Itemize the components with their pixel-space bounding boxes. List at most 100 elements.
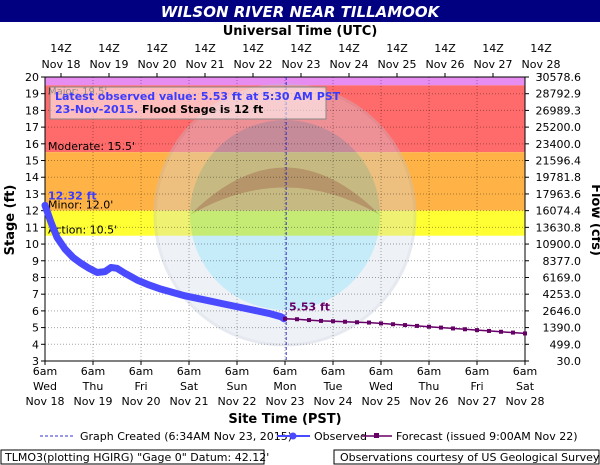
watermark-bird [190, 167, 380, 215]
flow-tick-label-9: 16074.4 [536, 205, 582, 218]
forecast-start-label: 5.53 ft [289, 301, 330, 314]
forecast-point-15 [463, 327, 467, 332]
x-tick-label-date-2: Nov 20 [122, 395, 161, 408]
flow-tick-label-14: 25200.0 [536, 121, 582, 134]
flow-tick-label-16: 28792.9 [536, 88, 582, 101]
forecast-point-17 [487, 328, 491, 333]
observed-peak-label: 12.32 ft [48, 189, 97, 202]
top-tick-time-9: 14Z [482, 42, 504, 55]
x-tick-label-date-4: Nov 22 [218, 395, 257, 408]
legend-forecast-marker [374, 433, 379, 438]
x-tick-label-time-7: 6am [369, 365, 393, 378]
forecast-point-13 [439, 325, 443, 330]
y-tick-label-11: 14 [25, 171, 39, 184]
x-tick-label-day-4: Sun [227, 380, 248, 393]
x-tick-label-time-3: 6am [177, 365, 201, 378]
forecast-point-7 [367, 320, 371, 325]
flow-tick-label-6: 8377.0 [543, 255, 582, 268]
forecast-point-10 [403, 323, 407, 328]
forecast-point-6 [355, 320, 359, 325]
observed-point-19 [218, 300, 224, 307]
flow-tick-label-3: 2646.0 [543, 305, 582, 318]
x-tick-label-day-6: Tue [323, 380, 343, 393]
x-tick-label-day-7: Wed [369, 380, 393, 393]
y-tick-label-6: 9 [32, 255, 39, 268]
legend-created-label: Graph Created (6:34AM Nov 23, 2015) [80, 430, 292, 443]
observed-point-9 [108, 264, 114, 271]
forecast-point-11 [415, 323, 419, 328]
observed-point-5 [78, 260, 84, 267]
y-tick-label-8: 11 [25, 221, 39, 234]
forecast-point-19 [511, 330, 515, 335]
chart-title: WILSON RIVER NEAR TILLAMOOK [161, 3, 441, 21]
flow-tick-label-10: 17963.6 [536, 188, 582, 201]
top-tick-date-1: Nov 19 [90, 58, 129, 71]
x-tick-label-time-10: 6am [513, 365, 537, 378]
x-tick-label-day-1: Thu [82, 380, 104, 393]
observed-point-23 [266, 310, 272, 317]
observed-point-2 [54, 234, 60, 241]
top-tick-time-1: 14Z [98, 42, 120, 55]
x-tick-label-day-0: Wed [33, 380, 57, 393]
threshold-label-2: Action: 10.5' [48, 224, 117, 237]
top-tick-time-4: 14Z [242, 42, 264, 55]
observed-point-6 [86, 265, 92, 272]
top-tick-time-7: 14Z [386, 42, 408, 55]
x-tick-label-date-9: Nov 27 [458, 395, 497, 408]
flow-tick-label-0: 30.0 [557, 355, 582, 368]
top-axis-title: Universal Time (UTC) [223, 24, 378, 39]
x-tick-label-day-2: Fri [134, 380, 147, 393]
observed-point-14 [158, 286, 164, 293]
top-tick-time-0: 14Z [50, 42, 72, 55]
x-tick-label-date-0: Nov 18 [26, 395, 65, 408]
y-tick-label-7: 10 [25, 238, 39, 251]
title-bar [0, 0, 600, 22]
x-tick-label-day-9: Fri [470, 380, 483, 393]
observed-point-10 [114, 265, 120, 272]
flow-tick-label-17: 30578.6 [536, 71, 582, 84]
y-tick-label-1: 4 [32, 338, 39, 351]
observed-point-16 [182, 292, 188, 299]
observed-point-22 [254, 307, 260, 314]
top-tick-date-6: Nov 24 [330, 58, 369, 71]
observed-point-12 [134, 276, 140, 283]
x-tick-label-date-10: Nov 28 [506, 395, 545, 408]
forecast-point-8 [379, 321, 383, 326]
top-tick-date-5: Nov 23 [282, 58, 321, 71]
x-tick-label-time-5: 6am [273, 365, 297, 378]
y-tick-label-15: 18 [25, 104, 39, 117]
observed-point-8 [102, 268, 108, 275]
y-tick-label-3: 6 [32, 305, 39, 318]
observed-point-15 [170, 289, 176, 296]
y-tick-label-16: 19 [25, 88, 39, 101]
x-tick-label-date-7: Nov 25 [362, 395, 401, 408]
info-date: 23-Nov-2015. [55, 103, 138, 116]
y-tick-label-13: 16 [25, 138, 39, 151]
x-tick-label-day-8: Thu [418, 380, 440, 393]
y-tick-label-4: 7 [32, 288, 39, 301]
forecast-point-3 [319, 318, 323, 323]
flow-tick-label-4: 4253.0 [543, 288, 582, 301]
flow-tick-label-2: 1390.0 [543, 322, 582, 335]
x-tick-label-date-5: Nov 23 [266, 395, 305, 408]
legend-observed-label: Observed [314, 430, 367, 443]
top-tick-date-10: Nov 28 [522, 58, 561, 71]
top-tick-date-0: Nov 18 [42, 58, 81, 71]
top-tick-date-8: Nov 26 [426, 58, 465, 71]
x-tick-label-day-10: Sat [516, 380, 535, 393]
forecast-point-18 [499, 329, 503, 334]
top-tick-time-8: 14Z [434, 42, 456, 55]
bottom-axis-title: Site Time (PST) [228, 412, 341, 427]
watermark-inner [190, 120, 380, 310]
observed-point-17 [194, 295, 200, 302]
x-tick-label-date-8: Nov 26 [410, 395, 449, 408]
top-tick-date-9: Nov 27 [474, 58, 513, 71]
y-tick-label-17: 20 [25, 71, 39, 84]
x-tick-label-time-6: 6am [321, 365, 345, 378]
y-axis-title-left: Stage (ft) [3, 185, 18, 256]
observed-point-3 [62, 246, 68, 253]
y-tick-label-0: 3 [32, 355, 39, 368]
observed-point-0 [42, 202, 48, 209]
top-tick-date-3: Nov 21 [186, 58, 225, 71]
